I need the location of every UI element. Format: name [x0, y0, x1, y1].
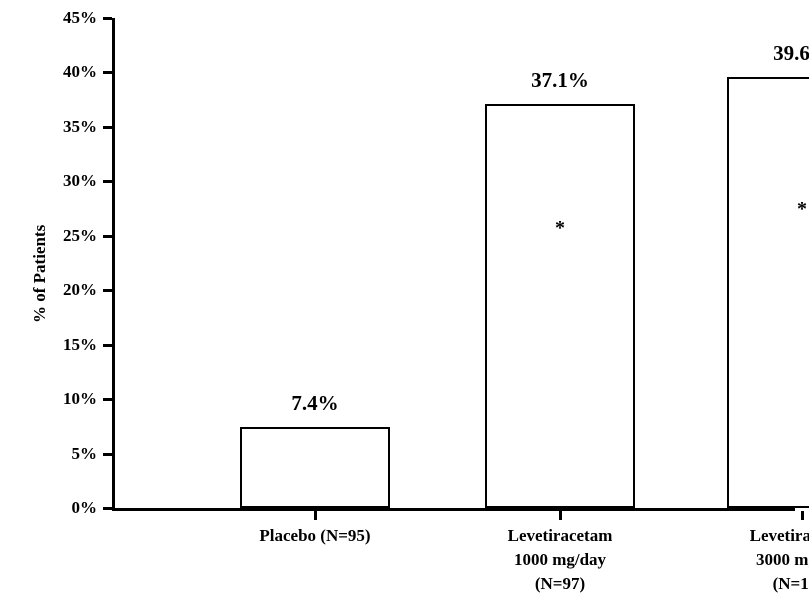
y-tick: [103, 71, 112, 74]
y-tick-label: 35%: [0, 115, 97, 139]
y-tick: [103, 453, 112, 456]
y-tick: [103, 126, 112, 129]
x-tick: [559, 511, 562, 520]
y-tick: [103, 507, 112, 510]
significance-star: *: [792, 198, 809, 221]
x-tick: [801, 511, 804, 520]
x-category-label: 1000 mg/day: [440, 548, 680, 572]
x-category-label: (N=97): [440, 572, 680, 596]
bar-value-label: 37.1%: [505, 68, 615, 93]
y-tick: [103, 235, 112, 238]
y-tick: [103, 180, 112, 183]
x-category-label: 3000 mg/day: [682, 548, 809, 572]
bar-value-label: 39.6%: [747, 41, 809, 66]
bar: [240, 427, 390, 508]
bar-chart: 0%5%10%15%20%25%30%35%40%45%% of Patient…: [0, 0, 809, 604]
x-category-label: (N=101): [682, 572, 809, 596]
x-category-label: Levetiracetam: [682, 524, 809, 548]
bar: [485, 104, 635, 508]
x-category-label: Placebo (N=95): [195, 524, 435, 548]
y-axis-label: % of Patients: [30, 225, 50, 323]
x-category-label: Levetiracetam: [440, 524, 680, 548]
y-tick: [103, 344, 112, 347]
y-tick: [103, 398, 112, 401]
bar: [727, 77, 809, 508]
y-tick: [103, 289, 112, 292]
y-tick-label: 0%: [0, 496, 97, 520]
y-tick-label: 40%: [0, 60, 97, 84]
x-tick: [314, 511, 317, 520]
bar-value-label: 7.4%: [260, 391, 370, 416]
y-tick-label: 45%: [0, 6, 97, 30]
y-tick-label: 30%: [0, 169, 97, 193]
y-tick-label: 10%: [0, 387, 97, 411]
y-axis: [112, 18, 115, 511]
y-tick-label: 15%: [0, 333, 97, 357]
significance-star: *: [550, 217, 570, 240]
y-tick: [103, 17, 112, 20]
y-tick-label: 5%: [0, 442, 97, 466]
x-axis: [112, 508, 795, 511]
